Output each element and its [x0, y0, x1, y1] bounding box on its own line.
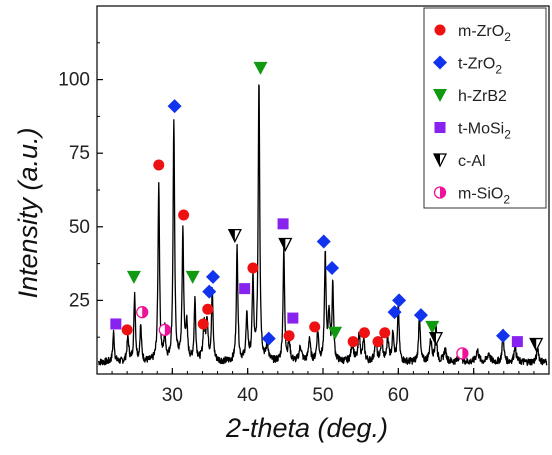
legend-entry: m-ZrO2: [434, 23, 511, 44]
marker-m-zro2: [247, 262, 259, 274]
legend-subscript: 2: [504, 30, 511, 44]
legend-label: h-ZrB2: [458, 88, 507, 105]
y-axis-label: Intensity (a.u.): [13, 127, 43, 298]
marker-t-zro2: [413, 308, 428, 323]
marker-c-al: [278, 237, 293, 252]
marker-m-zro2: [153, 159, 165, 171]
marker-c-al: [227, 228, 242, 244]
marker-m-sio2: [456, 347, 469, 360]
x-tick-label: 60: [388, 385, 409, 406]
legend: m-ZrO2 t-ZrO2 h-ZrB2 t-MoSi2 c-Al m-SiO2: [423, 7, 547, 209]
marker-t-zro2: [261, 331, 276, 346]
marker-t-zro2: [392, 293, 407, 308]
marker-t-mosi2: [287, 312, 299, 324]
legend-label: t-MoSi2: [458, 121, 511, 142]
axes: 30 40 50 60 70 25 50 75 100: [58, 5, 550, 406]
marker-m-sio2: [136, 306, 149, 319]
x-tick-label: 50: [312, 385, 333, 406]
marker-m-zro2: [358, 327, 370, 339]
marker-t-zro2: [325, 261, 340, 276]
phase-markers: [110, 61, 544, 360]
marker-m-zro2: [121, 324, 133, 336]
marker-m-zro2: [178, 209, 190, 221]
marker-t-mosi2: [239, 283, 251, 295]
marker-t-mosi2: [511, 336, 523, 348]
legend-marker: [433, 186, 447, 199]
y-tick-label: 50: [69, 217, 90, 238]
marker-h-zrb2: [253, 61, 268, 75]
marker-t-zro2: [496, 328, 511, 343]
marker-m-zro2: [379, 327, 391, 339]
legend-subscript: 2: [495, 63, 502, 77]
x-tick-label: 70: [463, 385, 484, 406]
legend-entry: c-Al: [432, 153, 486, 170]
marker-c-al: [529, 337, 544, 353]
y-tick-label: 75: [69, 143, 90, 164]
legend-subscript: 2: [504, 128, 511, 142]
xrd-pattern-line: [97, 84, 548, 366]
marker-h-zrb2: [185, 270, 200, 284]
marker-m-zro2: [283, 330, 295, 342]
marker-m-sio2: [158, 323, 171, 336]
marker-m-zro2: [372, 336, 384, 348]
legend-marker: [434, 24, 446, 36]
legend-label: m-ZrO2: [458, 23, 511, 44]
legend-marker: [434, 122, 446, 133]
marker-h-zrb2: [328, 326, 343, 340]
marker-t-zro2: [202, 284, 217, 299]
marker-m-zro2: [197, 318, 209, 330]
x-axis-label: 2-theta (deg.): [225, 413, 388, 443]
marker-m-zro2: [309, 321, 321, 333]
legend-entry: h-ZrB2: [433, 88, 507, 105]
marker-h-zrb2: [126, 270, 141, 284]
legend-entry: t-MoSi2: [434, 121, 511, 142]
legend-box: [423, 7, 547, 209]
y-tick-label: 100: [58, 70, 90, 91]
legend-subscript: 2: [503, 193, 510, 207]
marker-t-zro2: [387, 305, 402, 320]
marker-c-al: [428, 332, 444, 347]
x-tick-label: 30: [162, 385, 183, 406]
plot-area: [97, 84, 548, 366]
marker-t-zro2: [206, 269, 221, 284]
x-tick-label: 40: [237, 385, 258, 406]
marker-t-zro2: [316, 234, 331, 249]
legend-marker: [433, 55, 447, 70]
legend-label: c-Al: [458, 153, 486, 170]
legend-label: m-SiO2: [458, 186, 510, 207]
marker-h-zrb2: [425, 320, 440, 334]
legend-entry: m-SiO2: [433, 186, 510, 207]
legend-entry: t-ZrO2: [433, 55, 502, 77]
legend-marker: [432, 153, 448, 168]
legend-marker: [433, 89, 447, 102]
legend-label: t-ZrO2: [458, 56, 502, 77]
marker-m-zro2: [347, 336, 359, 348]
y-tick-label: 25: [69, 290, 90, 311]
marker-m-zro2: [202, 303, 214, 315]
marker-t-mosi2: [110, 318, 122, 330]
marker-t-zro2: [167, 99, 182, 114]
marker-t-mosi2: [277, 218, 289, 230]
